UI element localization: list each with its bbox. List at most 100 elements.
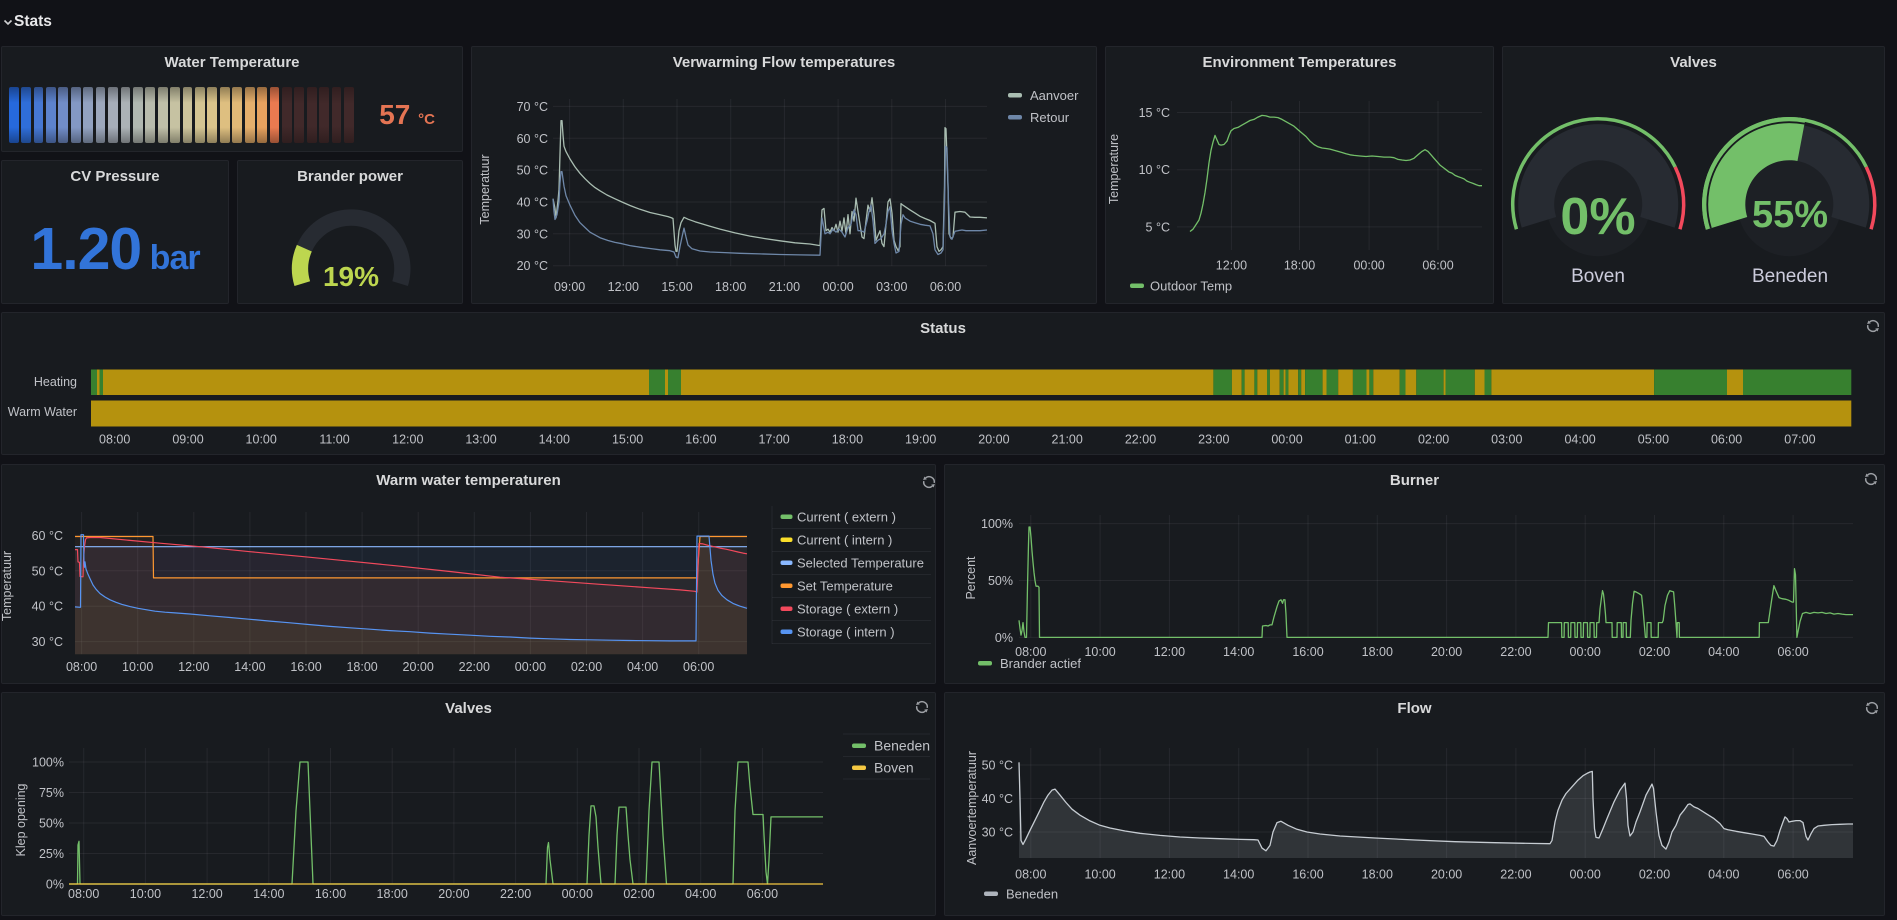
- svg-text:22:00: 22:00: [500, 887, 531, 901]
- svg-text:50 °C: 50 °C: [982, 759, 1013, 773]
- svg-text:15:00: 15:00: [661, 280, 692, 294]
- svg-text:Beneden: Beneden: [874, 738, 930, 754]
- svg-text:20:00: 20:00: [1431, 868, 1462, 882]
- svg-text:02:00: 02:00: [571, 660, 602, 674]
- svg-text:Selected Temperature: Selected Temperature: [797, 556, 924, 571]
- svg-text:17:00: 17:00: [758, 433, 789, 447]
- svg-text:00:00: 00:00: [1570, 645, 1601, 659]
- svg-text:Heating: Heating: [34, 375, 77, 389]
- svg-text:03:00: 03:00: [876, 280, 907, 294]
- svg-text:16:00: 16:00: [685, 433, 716, 447]
- svg-text:20:00: 20:00: [403, 660, 434, 674]
- svg-text:Brander actief: Brander actief: [1000, 656, 1081, 671]
- svg-text:10:00: 10:00: [130, 887, 161, 901]
- svg-text:08:00: 08:00: [68, 887, 99, 901]
- svg-text:22:00: 22:00: [1500, 645, 1531, 659]
- svg-text:14:00: 14:00: [234, 660, 265, 674]
- svg-text:10:00: 10:00: [1084, 645, 1115, 659]
- svg-text:Outdoor Temp: Outdoor Temp: [1150, 279, 1232, 294]
- svg-text:06:00: 06:00: [930, 280, 961, 294]
- svg-text:40 °C: 40 °C: [517, 196, 548, 210]
- svg-text:50 °C: 50 °C: [32, 564, 63, 578]
- svg-text:40 °C: 40 °C: [982, 792, 1013, 806]
- svg-text:06:00: 06:00: [1711, 433, 1742, 447]
- svg-text:30 °C: 30 °C: [982, 826, 1013, 840]
- svg-text:06:00: 06:00: [1422, 259, 1453, 273]
- svg-text:06:00: 06:00: [683, 660, 714, 674]
- svg-text:30 °C: 30 °C: [517, 227, 548, 241]
- svg-text:Storage ( intern ): Storage ( intern ): [797, 625, 895, 640]
- svg-text:Aanvoer: Aanvoer: [1030, 88, 1079, 103]
- svg-text:Beneden: Beneden: [1006, 887, 1058, 902]
- svg-text:04:00: 04:00: [685, 887, 716, 901]
- svg-text:00:00: 00:00: [1353, 259, 1384, 273]
- svg-text:Storage ( extern ): Storage ( extern ): [797, 602, 898, 617]
- svg-text:00:00: 00:00: [1570, 868, 1601, 882]
- svg-text:18:00: 18:00: [1284, 259, 1315, 273]
- svg-text:5 °C: 5 °C: [1146, 220, 1170, 234]
- svg-text:0%: 0%: [46, 878, 64, 892]
- svg-text:0%: 0%: [995, 631, 1013, 645]
- svg-text:02:00: 02:00: [1639, 868, 1670, 882]
- svg-text:05:00: 05:00: [1638, 433, 1669, 447]
- svg-text:04:00: 04:00: [1708, 868, 1739, 882]
- svg-text:Percent: Percent: [964, 556, 978, 600]
- svg-text:22:00: 22:00: [1500, 868, 1531, 882]
- svg-text:21:00: 21:00: [1052, 433, 1083, 447]
- svg-text:16:00: 16:00: [315, 887, 346, 901]
- svg-text:22:00: 22:00: [459, 660, 490, 674]
- svg-text:60 °C: 60 °C: [32, 529, 63, 543]
- svg-text:00:00: 00:00: [562, 887, 593, 901]
- svg-text:14:00: 14:00: [1223, 868, 1254, 882]
- svg-text:14:00: 14:00: [539, 433, 570, 447]
- svg-text:23:00: 23:00: [1198, 433, 1229, 447]
- svg-text:10:00: 10:00: [1084, 868, 1115, 882]
- svg-text:18:00: 18:00: [346, 660, 377, 674]
- svg-text:18:00: 18:00: [1362, 645, 1393, 659]
- svg-text:Temperatuur: Temperatuur: [478, 154, 492, 224]
- svg-text:00:00: 00:00: [515, 660, 546, 674]
- svg-text:25%: 25%: [39, 847, 64, 861]
- svg-text:12:00: 12:00: [1154, 868, 1185, 882]
- svg-text:Current ( extern ): Current ( extern ): [797, 510, 896, 525]
- svg-text:11:00: 11:00: [319, 433, 349, 447]
- svg-text:12:00: 12:00: [1154, 645, 1185, 659]
- svg-text:12:00: 12:00: [178, 660, 209, 674]
- svg-text:16:00: 16:00: [290, 660, 321, 674]
- svg-text:12:00: 12:00: [392, 433, 423, 447]
- svg-text:20:00: 20:00: [438, 887, 469, 901]
- svg-text:20:00: 20:00: [978, 433, 1009, 447]
- svg-text:08:00: 08:00: [1015, 868, 1046, 882]
- svg-text:07:00: 07:00: [1784, 433, 1815, 447]
- svg-text:12:00: 12:00: [1216, 259, 1247, 273]
- svg-text:13:00: 13:00: [465, 433, 496, 447]
- svg-text:100%: 100%: [32, 756, 64, 770]
- svg-text:20 °C: 20 °C: [517, 259, 548, 273]
- svg-text:08:00: 08:00: [99, 433, 130, 447]
- svg-text:00:00: 00:00: [822, 280, 853, 294]
- svg-text:50%: 50%: [39, 817, 64, 831]
- svg-text:06:00: 06:00: [747, 887, 778, 901]
- svg-text:18:00: 18:00: [1362, 868, 1393, 882]
- svg-text:09:00: 09:00: [554, 280, 585, 294]
- svg-text:01:00: 01:00: [1345, 433, 1376, 447]
- svg-text:12:00: 12:00: [191, 887, 222, 901]
- svg-text:12:00: 12:00: [608, 280, 639, 294]
- svg-text:Current ( intern ): Current ( intern ): [797, 533, 892, 548]
- svg-text:16:00: 16:00: [1292, 645, 1323, 659]
- svg-text:00:00: 00:00: [1271, 433, 1302, 447]
- svg-text:10:00: 10:00: [246, 433, 277, 447]
- svg-text:Aanvoertemperatuur: Aanvoertemperatuur: [965, 751, 979, 865]
- svg-text:08:00: 08:00: [1015, 645, 1046, 659]
- svg-text:15 °C: 15 °C: [1139, 106, 1170, 120]
- svg-text:50%: 50%: [988, 574, 1013, 588]
- svg-text:18:00: 18:00: [832, 433, 863, 447]
- svg-text:14:00: 14:00: [1223, 645, 1254, 659]
- svg-text:02:00: 02:00: [623, 887, 654, 901]
- svg-text:40 °C: 40 °C: [32, 600, 63, 614]
- svg-text:60 °C: 60 °C: [517, 132, 548, 146]
- svg-text:06:00: 06:00: [1777, 868, 1808, 882]
- svg-text:70 °C: 70 °C: [517, 100, 548, 114]
- svg-text:04:00: 04:00: [1564, 433, 1595, 447]
- svg-text:Warm Water: Warm Water: [8, 405, 77, 419]
